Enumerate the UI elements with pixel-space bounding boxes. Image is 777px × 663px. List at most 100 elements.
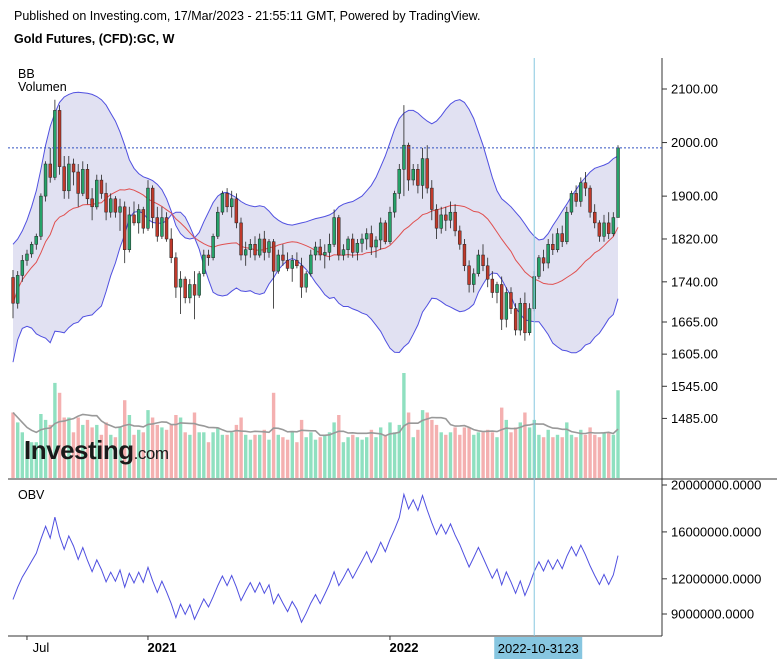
candle-body [25,253,29,261]
volume-bar [216,427,220,478]
volume-bar [11,412,15,478]
candle-body [360,238,364,244]
volume-bar [95,424,99,478]
obv-tick-label: 16000000.0000 [671,524,761,539]
volume-bar [416,429,420,478]
volume-bar [262,429,266,478]
volume-bar [500,407,504,478]
candle-body [337,217,341,256]
candle-body [374,239,378,248]
candle-body [132,214,136,224]
volume-bar [253,434,257,478]
candle-body [611,217,616,234]
bb-upper-line [12,91,619,245]
candle-body [183,278,187,299]
candle-body [369,233,374,248]
volume-bar [411,437,415,478]
price-tick-label: 1740.00 [671,274,718,289]
volume-bar [220,434,225,478]
volume-bar [486,429,490,478]
candle-body [416,169,420,186]
candle-body [504,292,509,320]
x-tick-label: 2022 [390,640,419,655]
obv-tick-label: 9000000.0000 [671,607,754,622]
volume-bar [309,432,313,478]
volume-bar [551,437,555,478]
volume-bar [90,427,94,478]
volume-bar [323,434,327,478]
candle-body [341,249,346,256]
volume-bar [583,434,588,478]
volume-bar [374,437,378,478]
volume-bar [81,424,85,478]
volume-bar [285,439,290,478]
volume-bar [99,434,104,478]
candle-body [197,273,201,296]
candle-body [565,211,569,242]
volume-bar [472,434,476,478]
volume-bar [234,424,239,478]
candle-body [555,233,560,250]
candle-body [458,230,462,245]
volume-bar [48,424,52,478]
volume-bar [560,437,564,478]
volume-bar [355,437,360,478]
candle-body [481,254,485,266]
candle-body [267,241,271,253]
candle-body [216,211,220,237]
volume-bar [509,432,513,478]
bb-indicator-label: BB [18,67,35,81]
candle-body [211,236,215,258]
candle-body [220,193,225,213]
candle-body [276,254,280,272]
volume-bar [593,434,597,478]
candle-body [304,273,308,288]
candle-body [485,265,490,280]
candle-body [448,211,453,221]
candle-body [164,217,169,240]
volume-bar [425,412,429,478]
volume-bar [346,437,350,478]
volume-bar [327,432,332,478]
volume-bar [197,432,201,478]
candle-body [397,169,401,194]
candle-body [257,238,262,256]
volume-bar [341,442,346,478]
candle-body [462,244,467,266]
candle-body [569,193,574,213]
volume-bar [369,429,374,478]
volume-bar [113,437,118,478]
volume-bar [458,434,462,478]
price-tick-label: 1900.00 [671,189,718,204]
candle-body [537,257,541,277]
volume-bar [267,439,271,478]
candle-body [351,238,355,253]
candle-body [206,254,211,258]
volume-bar [281,437,285,478]
volume-bar [155,424,159,478]
volume-bar [127,415,132,478]
volume-bar [169,424,173,478]
candle-body [453,211,457,232]
candle-body [104,193,108,213]
volume-bar [53,382,57,478]
candle-body [71,163,76,173]
volume-bar [174,415,178,478]
volume-bar [574,437,578,478]
volume-bar [150,417,155,478]
volume-bar [360,439,364,478]
volume-bar [527,427,532,478]
volume-bar [248,439,253,478]
candle-body [513,308,518,331]
candle-body [295,260,299,267]
volume-bar [20,432,24,478]
crosshair-date-badge [494,637,583,659]
volume-bar [439,432,443,478]
volume-bar [132,434,136,478]
candle-body [11,277,15,304]
volume-bar [392,432,397,478]
candle-body [406,144,411,181]
candle-body [509,292,513,309]
volume-bar [34,442,38,478]
